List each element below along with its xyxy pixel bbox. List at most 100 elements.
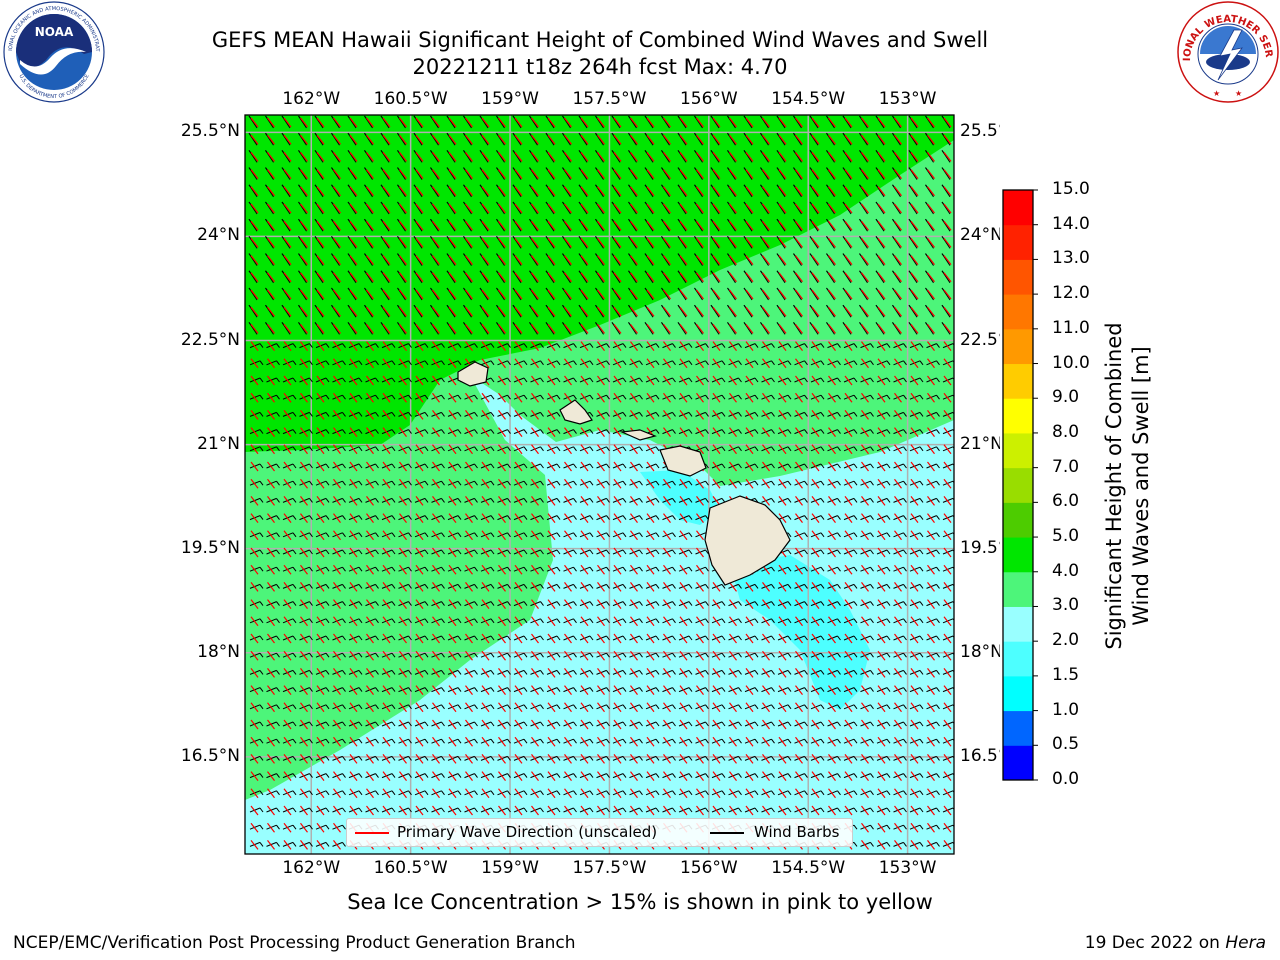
- wind-barb-flag: [391, 360, 396, 366]
- wind-barb-flag: [820, 463, 825, 469]
- wind-barb: [348, 446, 360, 452]
- wind-barb: [381, 755, 393, 761]
- wind-barb-flag: [622, 790, 627, 796]
- wind-barb-flag: [837, 394, 841, 400]
- wind-barb: [266, 841, 277, 847]
- wind-barb: [827, 515, 838, 521]
- wind-barb-flag: [507, 807, 511, 813]
- wind-barb-flag: [424, 670, 429, 675]
- wave-direction-arrow: [283, 134, 292, 145]
- wind-barb: [447, 497, 459, 503]
- wind-barb: [794, 635, 805, 641]
- wind-barb: [513, 549, 525, 555]
- wind-barb: [860, 773, 871, 779]
- wind-barb: [563, 618, 574, 624]
- wind-barb-flag: [705, 463, 709, 469]
- wind-barb: [546, 687, 558, 693]
- wind-barb-flag: [490, 584, 495, 589]
- wind-barb: [678, 687, 690, 693]
- wind-barb-flag: [441, 463, 445, 469]
- wind-barb-flag: [375, 360, 379, 366]
- wind-barb-flag: [375, 412, 379, 417]
- wind-barb-flag: [556, 790, 561, 796]
- wind-barb: [266, 738, 277, 744]
- wind-barb-flag: [457, 429, 462, 434]
- wind-barb: [860, 394, 871, 400]
- wind-barb-flag: [837, 704, 841, 710]
- wave-direction-arrow: [729, 134, 737, 145]
- wind-barb-flag: [573, 566, 577, 572]
- wind-barb-flag: [622, 343, 627, 348]
- wind-barb-flag: [441, 687, 445, 692]
- wind-barb: [365, 549, 376, 555]
- wind-barb-flag: [787, 480, 792, 486]
- wave-direction-arrow: [250, 117, 259, 128]
- wind-barb: [909, 601, 921, 607]
- wind-barb-flag: [490, 429, 495, 434]
- wind-barb-flag: [325, 635, 330, 641]
- wind-barb: [777, 480, 789, 486]
- wind-barb-flag: [523, 652, 528, 658]
- wind-barb: [513, 411, 525, 417]
- wind-barb: [678, 343, 690, 349]
- wind-barb-flag: [919, 687, 924, 692]
- wind-barb: [299, 532, 310, 538]
- wind-barb-flag: [870, 480, 874, 486]
- wind-barb-flag: [556, 566, 561, 572]
- wind-barb: [398, 480, 409, 486]
- wind-barb: [645, 687, 657, 693]
- wind-barb: [282, 394, 294, 400]
- wind-barb: [249, 532, 261, 538]
- wind-barb: [728, 738, 739, 744]
- wind-barb: [909, 583, 921, 589]
- wind-barb-flag: [540, 652, 544, 658]
- wind-barb: [810, 463, 822, 469]
- wind-barb: [662, 377, 673, 383]
- wind-barb-flag: [523, 532, 528, 538]
- wind-barb-flag: [391, 635, 396, 641]
- wind-barb-flag: [787, 773, 792, 778]
- wind-barb-flag: [408, 343, 412, 348]
- wind-barb: [777, 669, 789, 675]
- wind-barb-flag: [391, 601, 396, 606]
- wind-barb: [728, 687, 739, 693]
- wind-barb: [744, 343, 756, 349]
- wind-barb: [942, 652, 954, 658]
- wind-barb: [398, 773, 409, 779]
- wind-barb-flag: [375, 446, 379, 452]
- wind-barb: [744, 480, 756, 486]
- wind-barb: [299, 429, 310, 435]
- wind-barb: [695, 343, 706, 349]
- wind-barb-flag: [903, 618, 907, 624]
- wind-barb-flag: [688, 738, 693, 744]
- wind-barb-flag: [507, 412, 511, 417]
- wind-barb: [282, 755, 294, 761]
- wind-barb-flag: [853, 480, 858, 486]
- wind-barb: [563, 704, 574, 710]
- wind-barb: [299, 704, 310, 710]
- wind-barb-flag: [540, 549, 544, 555]
- wind-barb: [299, 515, 310, 521]
- wind-barb: [942, 755, 954, 761]
- wind-barb: [777, 773, 789, 779]
- wind-barb-flag: [523, 429, 528, 434]
- wind-barb: [695, 773, 706, 779]
- wind-barb: [414, 773, 426, 779]
- wind-barb-flag: [424, 480, 429, 486]
- wind-barb-flag: [589, 412, 594, 417]
- wind-barb-flag: [408, 704, 412, 710]
- wind-barb-flag: [342, 824, 346, 830]
- wind-barb: [546, 755, 558, 761]
- wind-barb: [480, 738, 492, 744]
- wind-barb-flag: [738, 429, 742, 434]
- wind-barb: [579, 738, 591, 744]
- wind-barb: [497, 755, 508, 761]
- wind-barb-flag: [507, 429, 511, 434]
- wind-barb: [315, 721, 327, 727]
- wind-barb: [909, 497, 921, 503]
- wind-barb: [678, 773, 690, 779]
- wind-barb: [629, 773, 640, 779]
- wind-barb-flag: [870, 360, 874, 366]
- wind-barb-flag: [556, 635, 561, 641]
- wind-barb-flag: [259, 652, 264, 658]
